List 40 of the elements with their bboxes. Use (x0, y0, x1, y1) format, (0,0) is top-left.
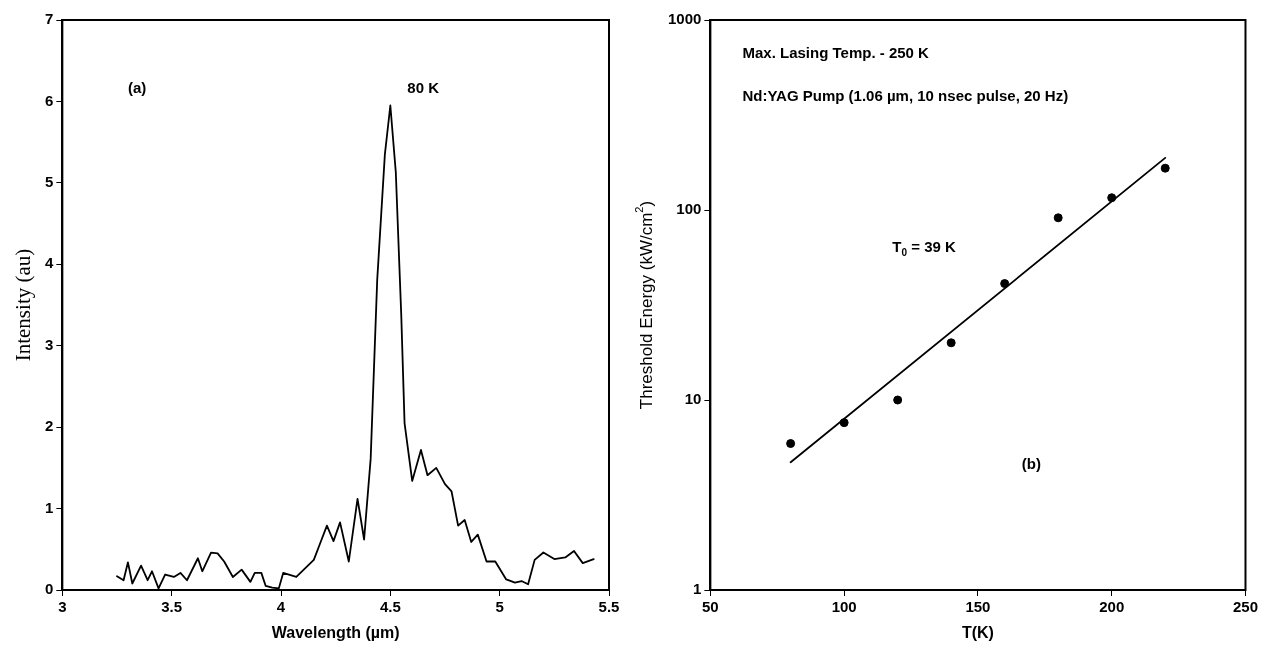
point (946, 338, 956, 348)
y-tick-label: 2 (45, 417, 54, 435)
point (839, 418, 849, 428)
y-axis-title: Threshold Energy (kW/cm2) (633, 200, 656, 410)
x-tick-label: 200 (1099, 598, 1125, 616)
x-tick-label: 4.5 (379, 598, 401, 616)
point (1053, 213, 1063, 223)
y-tick-label: 10 (684, 390, 702, 408)
y-tick-label: 6 (45, 91, 54, 109)
y-axis-title: Intensity (au) (10, 248, 35, 362)
annotation: Max. Lasing Temp. - 250 K (742, 44, 930, 62)
annotation: Nd:YAG Pump (1.06 µm, 10 nsec pulse, 20 Hz) (742, 87, 1069, 105)
x-tick-label: 150 (965, 598, 991, 616)
x-tick-label: 100 (831, 598, 857, 616)
point (786, 439, 796, 449)
x-tick-label: 5.5 (598, 598, 620, 616)
x-axis-title: T(K) (961, 624, 994, 642)
annotation: (b) (1021, 454, 1042, 472)
y-tick-label: 1 (45, 498, 54, 516)
annotation: 80 K (407, 78, 440, 96)
point (1107, 193, 1117, 203)
x-axis-title: Wavelength (µm) (271, 624, 400, 642)
point (1000, 279, 1010, 289)
x-tick-label: 50 (702, 598, 719, 616)
y-tick-label: 4 (45, 254, 54, 272)
x-tick-label: 250 (1232, 598, 1258, 616)
x-tick-label: 4 (276, 598, 286, 616)
x-tick-label: 3.5 (161, 598, 183, 616)
y-tick-label: 3 (45, 335, 54, 353)
y-tick-label: 1 (693, 580, 702, 598)
annotation: (a) (127, 78, 147, 96)
y-tick-label: 5 (45, 173, 54, 190)
y-tick-label: 100 (676, 200, 702, 218)
y-tick-label: 7 (45, 10, 54, 28)
point (1160, 163, 1170, 173)
x-tick-label: 5 (495, 598, 504, 616)
x-tick-label: 3 (58, 598, 67, 616)
y-tick-label: 0 (45, 580, 54, 598)
y-tick-label: 1000 (667, 10, 702, 28)
point (893, 395, 903, 405)
